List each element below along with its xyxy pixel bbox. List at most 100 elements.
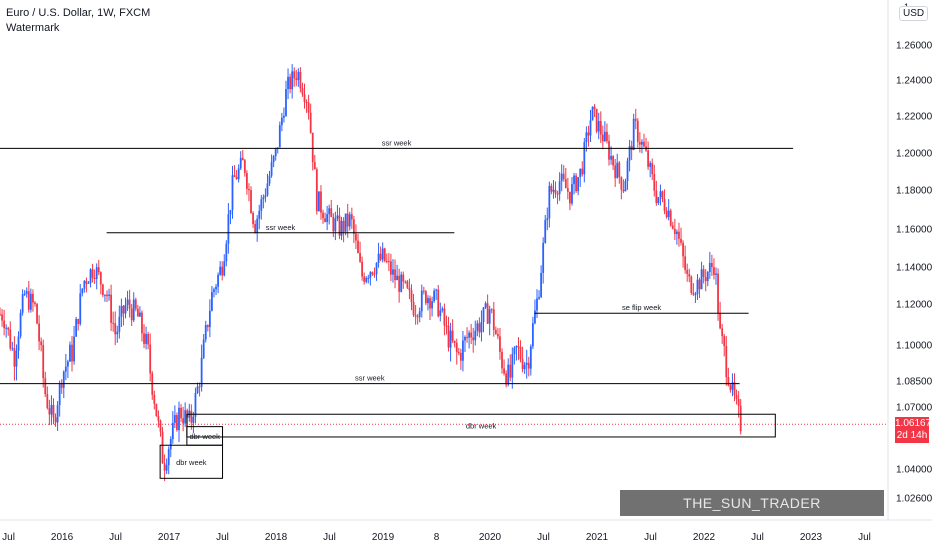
candle-body (569, 191, 571, 204)
candle-body (155, 403, 158, 417)
candle-body (653, 174, 656, 191)
time-tick-label: 2018 (265, 532, 288, 543)
candle-body (206, 325, 209, 328)
candle-body (564, 179, 567, 189)
bar-countdown: 2d 14h (896, 430, 928, 441)
candle-body (713, 267, 715, 275)
candle-body (44, 378, 47, 395)
candle-body (398, 275, 401, 292)
candle-body (509, 364, 512, 378)
candle-body (134, 299, 137, 309)
candle-body (200, 357, 203, 387)
currency-button[interactable]: USD (899, 6, 929, 21)
candle-body (373, 274, 376, 276)
candle-body (601, 134, 604, 142)
candle-body (573, 175, 575, 185)
candle-body (715, 273, 717, 275)
candle-body (472, 337, 475, 341)
candle-body (326, 214, 329, 223)
zone-label: dbr week (176, 458, 207, 467)
candle-body (558, 181, 561, 195)
candle-body (305, 101, 308, 103)
zone-box (159, 444, 224, 479)
candle-body (190, 410, 193, 423)
candle-body (194, 393, 197, 417)
candle-body (56, 405, 59, 423)
candle-body (369, 272, 372, 278)
candle-body (34, 302, 36, 304)
time-tick-label: Jul (2, 532, 15, 543)
candle-body (95, 267, 98, 279)
candle-body (462, 340, 464, 361)
candle-body (408, 287, 411, 291)
candle-body (599, 120, 602, 135)
candle-body (739, 405, 742, 432)
indicator-label[interactable]: Watermark (6, 22, 60, 34)
candle-body (120, 305, 123, 317)
candle-body (612, 156, 615, 166)
candle-body (692, 292, 695, 295)
candle-body (13, 348, 16, 367)
candle-body (527, 362, 530, 369)
price-tick-label: 1.10000 (896, 341, 932, 352)
candle-body (719, 312, 722, 329)
candle-body (583, 142, 586, 175)
candle-body (505, 373, 508, 385)
candle-body (404, 281, 407, 283)
time-tick-label: 2020 (479, 532, 502, 543)
candle-body (173, 415, 176, 423)
candle-body (544, 220, 547, 243)
candle-body (268, 175, 271, 184)
candle-body (503, 368, 505, 374)
candle-body (38, 323, 40, 342)
candle-body (330, 208, 333, 217)
candle-body (363, 276, 366, 282)
candle-body (132, 299, 135, 321)
candle-body (671, 225, 674, 229)
candle-body (227, 214, 230, 244)
candle-body (731, 382, 734, 390)
candle-body (433, 290, 436, 302)
candle-body (248, 188, 250, 191)
candle-body (482, 307, 485, 322)
candle-body (464, 336, 466, 341)
candle-body (77, 318, 80, 325)
candle-body (492, 309, 495, 330)
candle-body (229, 209, 232, 215)
candle-body (571, 184, 573, 204)
candle-body (97, 267, 100, 273)
candle-body (332, 216, 335, 232)
candle-body (431, 301, 433, 309)
candle-body (320, 191, 322, 213)
candle-body (217, 274, 219, 287)
candle-body (180, 407, 182, 419)
candle-body (552, 189, 555, 192)
candle-body (680, 238, 682, 243)
candle-body (93, 277, 96, 279)
candle-body (3, 320, 6, 329)
candle-body (192, 416, 195, 423)
candle-body (702, 269, 705, 278)
candle-body (171, 422, 174, 440)
candle-body (32, 293, 34, 303)
zones-layer: dbr week dbr week dbr week (159, 413, 776, 479)
candle-body (499, 336, 501, 352)
candle-body (521, 359, 524, 370)
candle-body (396, 275, 398, 281)
candle-body (661, 191, 664, 200)
candle-body (297, 71, 300, 81)
chart-header: Euro / U.S. Dollar, 1W, FXCM Watermark (6, 6, 150, 36)
candle-body (560, 173, 563, 182)
candle-body (721, 328, 724, 337)
candle-body (9, 329, 12, 349)
candle-body (566, 188, 569, 192)
candle-body (490, 309, 493, 311)
candle-body (208, 310, 211, 328)
symbol-title[interactable]: Euro / U.S. Dollar, 1W, FXCM (6, 7, 151, 19)
zone-label: dbr week (466, 422, 497, 431)
candle-body (636, 120, 639, 142)
candle-body (476, 323, 479, 331)
candle-body (204, 325, 207, 340)
candle-body (610, 156, 612, 160)
